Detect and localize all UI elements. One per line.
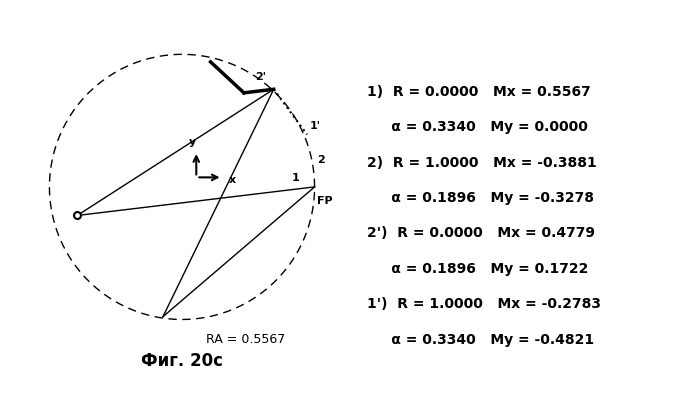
Text: 2')  R = 0.0000   Mx = 0.4779: 2') R = 0.0000 Mx = 0.4779 [367,226,595,241]
Text: α = 0.1896   My = 0.1722: α = 0.1896 My = 0.1722 [367,262,589,276]
Text: FP: FP [317,196,332,206]
Text: 1')  R = 1.0000   Mx = -0.2783: 1') R = 1.0000 Mx = -0.2783 [367,297,601,311]
Text: 1': 1' [309,121,321,131]
Text: y: y [189,137,196,147]
Text: x: x [228,175,236,185]
Text: 2)  R = 1.0000   Mx = -0.3881: 2) R = 1.0000 Mx = -0.3881 [367,156,597,170]
Text: 1: 1 [292,173,300,183]
Text: RA = 0.5567: RA = 0.5567 [206,333,285,347]
Text: α = 0.1896   My = -0.3278: α = 0.1896 My = -0.3278 [367,191,594,205]
Text: α = 0.3340   My = -0.4821: α = 0.3340 My = -0.4821 [367,333,594,347]
Text: 2: 2 [317,155,325,165]
Text: α = 0.3340   My = 0.0000: α = 0.3340 My = 0.0000 [367,120,588,134]
Text: Фиг. 20с: Фиг. 20с [141,352,223,370]
Text: 1)  R = 0.0000   Mx = 0.5567: 1) R = 0.0000 Mx = 0.5567 [367,85,591,99]
Text: 2': 2' [255,72,265,82]
